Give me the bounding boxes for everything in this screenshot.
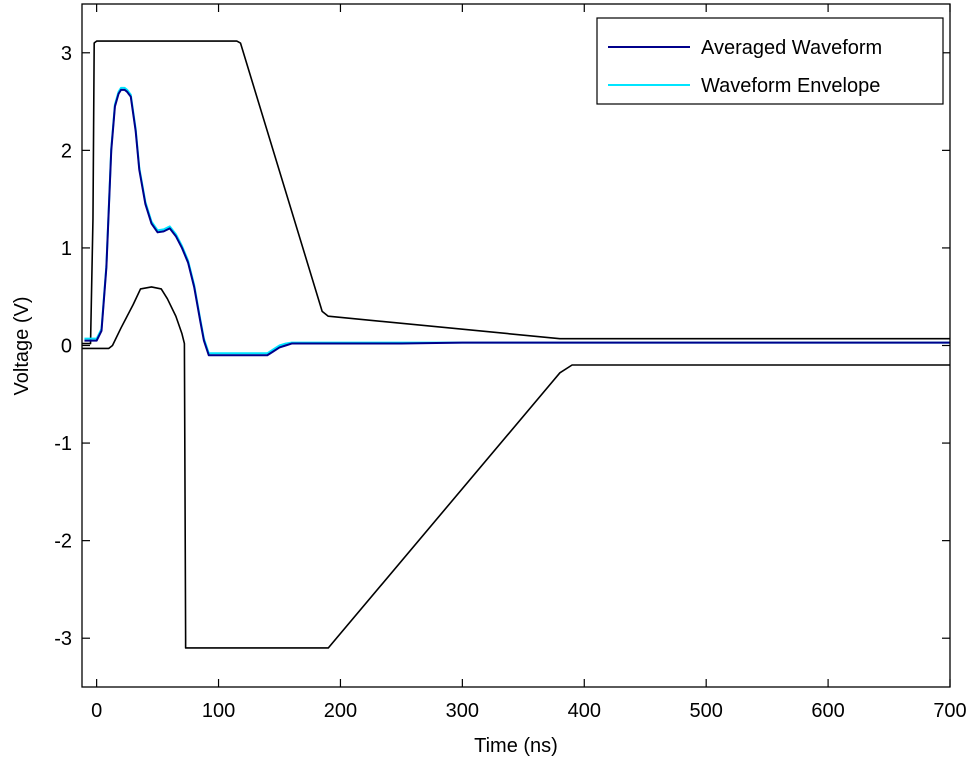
legend-label-waveform-envelope: Waveform Envelope: [701, 75, 880, 97]
series-upper-bound: [82, 40, 950, 345]
legend-box: [596, 17, 944, 105]
series-layer: [82, 40, 950, 649]
y-tick-label: -1: [54, 433, 72, 455]
series-lower-bound: [82, 286, 950, 649]
legend-label-averaged-waveform: Averaged Waveform: [701, 37, 882, 59]
y-tick-label: 0: [61, 336, 72, 358]
legend: Averaged Waveform Waveform Envelope: [596, 17, 944, 105]
x-axis-label: Time (ns): [474, 735, 558, 757]
x-tick-label: 500: [689, 700, 722, 722]
y-axis-label: Voltage (V): [11, 297, 33, 396]
y-tick-label: 3: [61, 43, 72, 65]
y-tick-label: -3: [54, 628, 72, 650]
x-tick-label: 400: [568, 700, 601, 722]
y-tick-label: 2: [61, 140, 72, 162]
x-tick-label: 100: [202, 700, 235, 722]
x-tick-label: 600: [811, 700, 844, 722]
x-tick-label: 200: [324, 700, 357, 722]
x-tick-label: 300: [446, 700, 479, 722]
x-tick-label: 0: [91, 700, 102, 722]
series-averaged-waveform: [84, 88, 950, 357]
y-tick-label: 1: [61, 238, 72, 260]
x-tick-label: 700: [933, 700, 966, 722]
y-tick-label: -2: [54, 531, 72, 553]
ticks-layer: 0 100 200 300 400 500 600 700 -3 -2 -1 0 1 2 3: [54, 4, 967, 722]
